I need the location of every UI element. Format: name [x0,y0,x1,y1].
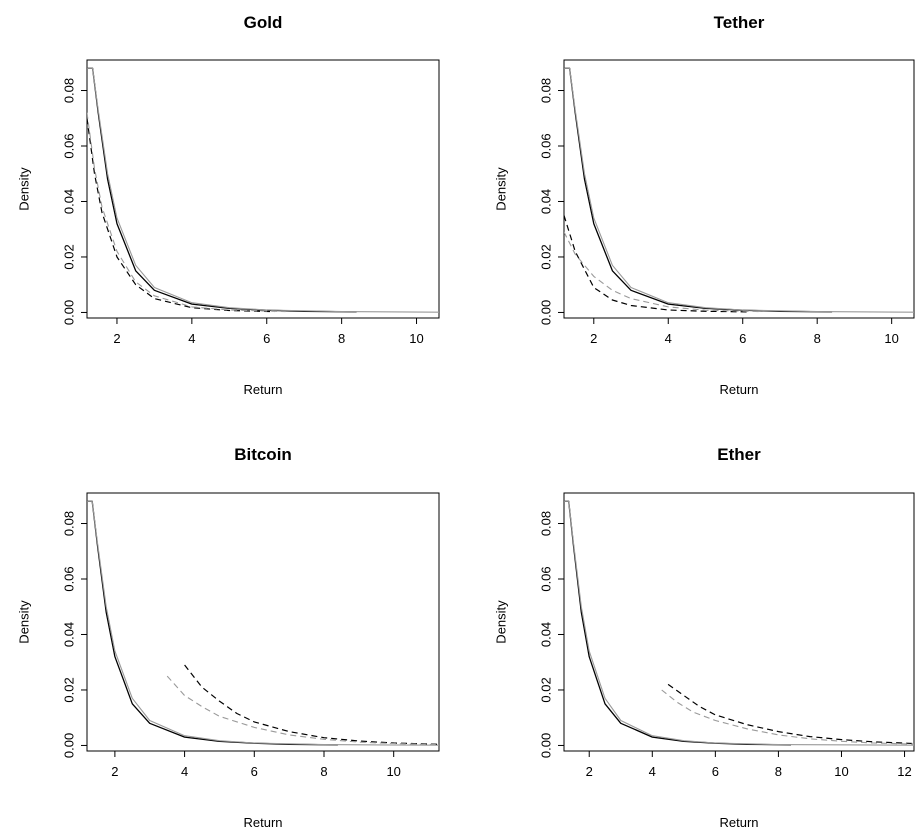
x-tick-label: 8 [775,764,782,779]
series-line-solid-gray [564,67,914,313]
y-tick-label: 0.02 [538,244,553,269]
x-tick-label: 6 [739,331,746,346]
series-line-solid-gray [564,500,914,746]
series-line-solid-black [564,67,833,313]
plot-frame [86,492,440,752]
y-tick-label: 0.06 [538,133,553,158]
x-tick-label: 6 [712,764,719,779]
y-tick-label: 0.00 [61,733,76,758]
series-line-dashed-gray [564,231,762,313]
y-axis-label: Density [16,600,31,644]
x-tick-label: 12 [897,764,911,779]
x-tick-label: 6 [263,331,270,346]
x-axis-label: Return [719,382,758,397]
series-line-dashed-gray [166,675,439,746]
y-tick-label: 0.04 [538,189,553,214]
series-line-solid-black [87,500,338,746]
y-axis-label: Density [493,600,508,644]
series-line-dashed-black [184,664,439,745]
x-tick-label: 4 [649,764,656,779]
plot-frame [86,59,440,319]
y-tick-label: 0.08 [61,78,76,103]
x-axis-label: Return [719,815,758,830]
series-line-solid-black [87,67,357,313]
y-tick-label: 0.06 [538,566,553,591]
y-axis-label: Density [493,167,508,211]
y-tick-label: 0.08 [538,511,553,536]
x-tick-label: 6 [251,764,258,779]
series-line-dashed-gray [661,689,914,745]
x-axis-label: Return [243,815,282,830]
x-tick-label: 10 [409,331,423,346]
series-line-solid-gray [87,500,439,746]
y-tick-label: 0.04 [61,189,76,214]
chart-title: Tether [714,13,765,32]
x-tick-label: 2 [113,331,120,346]
x-tick-label: 8 [320,764,327,779]
x-tick-label: 8 [814,331,821,346]
y-tick-label: 0.02 [538,677,553,702]
chart-title: Gold [244,13,283,32]
x-tick-label: 10 [386,764,400,779]
chart-panel-ether: Ether 2 4 6 8 10 12 0.00 0.02 0.04 0.06 0.08 Return D… [493,445,915,830]
x-axis-label: Return [243,382,282,397]
x-tick-label: 10 [884,331,898,346]
x-tick-label: 2 [590,331,597,346]
y-tick-label: 0.02 [61,244,76,269]
series-line-dashed-black [667,683,914,745]
y-axis-label: Density [16,167,31,211]
y-tick-label: 0.04 [61,622,76,647]
series-line-dashed-black [87,118,275,313]
y-tick-label: 0.00 [538,733,553,758]
chart-panel-tether: Tether 2 4 6 8 10 0.00 0.02 0.04 0.06 0.08 Return De… [493,13,915,397]
series-line-dashed-black [564,215,751,313]
y-tick-label: 0.08 [538,78,553,103]
x-tick-label: 4 [181,764,188,779]
x-tick-label: 10 [834,764,848,779]
series-line-solid-gray [87,67,439,313]
y-tick-label: 0.04 [538,622,553,647]
x-tick-label: 4 [188,331,195,346]
y-tick-label: 0.00 [538,300,553,325]
x-tick-label: 2 [111,764,118,779]
plot-frame [563,59,915,319]
y-tick-label: 0.00 [61,300,76,325]
series-line-dashed-gray [87,112,286,313]
x-tick-label: 8 [338,331,345,346]
x-tick-label: 2 [586,764,593,779]
y-tick-label: 0.08 [61,511,76,536]
chart-title: Bitcoin [234,445,292,464]
x-tick-label: 4 [665,331,672,346]
y-tick-label: 0.06 [61,133,76,158]
chart-title: Ether [717,445,761,464]
chart-panel-bitcoin: Bitcoin 2 4 6 8 10 0.00 0.02 0.04 0.06 0.08 Return D… [16,445,440,830]
plot-frame [563,492,915,752]
series-line-solid-black [564,500,792,746]
chart-panel-gold: Gold 2 4 6 8 10 0.00 0.02 0.04 0.06 0.08 Return Dens… [16,13,440,397]
y-tick-label: 0.06 [61,566,76,591]
y-tick-label: 0.02 [61,677,76,702]
